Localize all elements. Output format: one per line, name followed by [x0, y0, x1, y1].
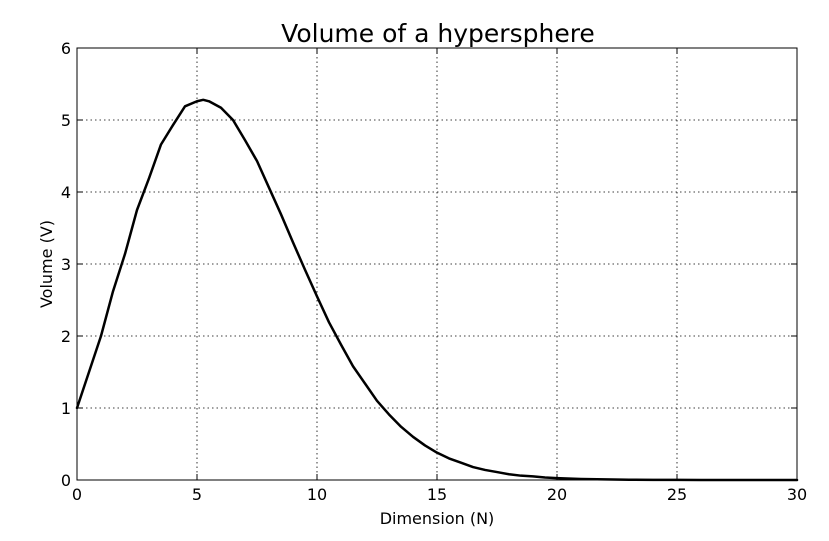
x-tick-label: 20 — [547, 485, 567, 504]
y-tick-label: 3 — [61, 255, 71, 274]
y-tick-label: 6 — [61, 39, 71, 58]
series-line — [75, 98, 799, 482]
y-tick-label: 4 — [61, 183, 71, 202]
x-tick-label: 10 — [307, 485, 327, 504]
y-tick-label: 2 — [61, 327, 71, 346]
y-axis-label: Volume (V) — [37, 220, 56, 308]
x-tick-label: 15 — [427, 485, 447, 504]
x-tick-label: 0 — [72, 485, 82, 504]
chart-title: Volume of a hypersphere — [281, 19, 595, 48]
y-tick-label: 0 — [61, 471, 71, 490]
ticks: 0 5 10 15 20 25 30 0 1 2 3 4 5 6 — [61, 39, 807, 504]
y-tick-label: 1 — [61, 399, 71, 418]
x-axis-label: Dimension (N) — [380, 509, 495, 528]
x-tick-label: 5 — [192, 485, 202, 504]
plot-frame — [76, 47, 798, 481]
grid — [76, 47, 798, 481]
y-tick-label: 5 — [61, 111, 71, 130]
plot-area — [75, 98, 799, 482]
x-tick-label: 30 — [787, 485, 807, 504]
x-tick-label: 25 — [667, 485, 687, 504]
